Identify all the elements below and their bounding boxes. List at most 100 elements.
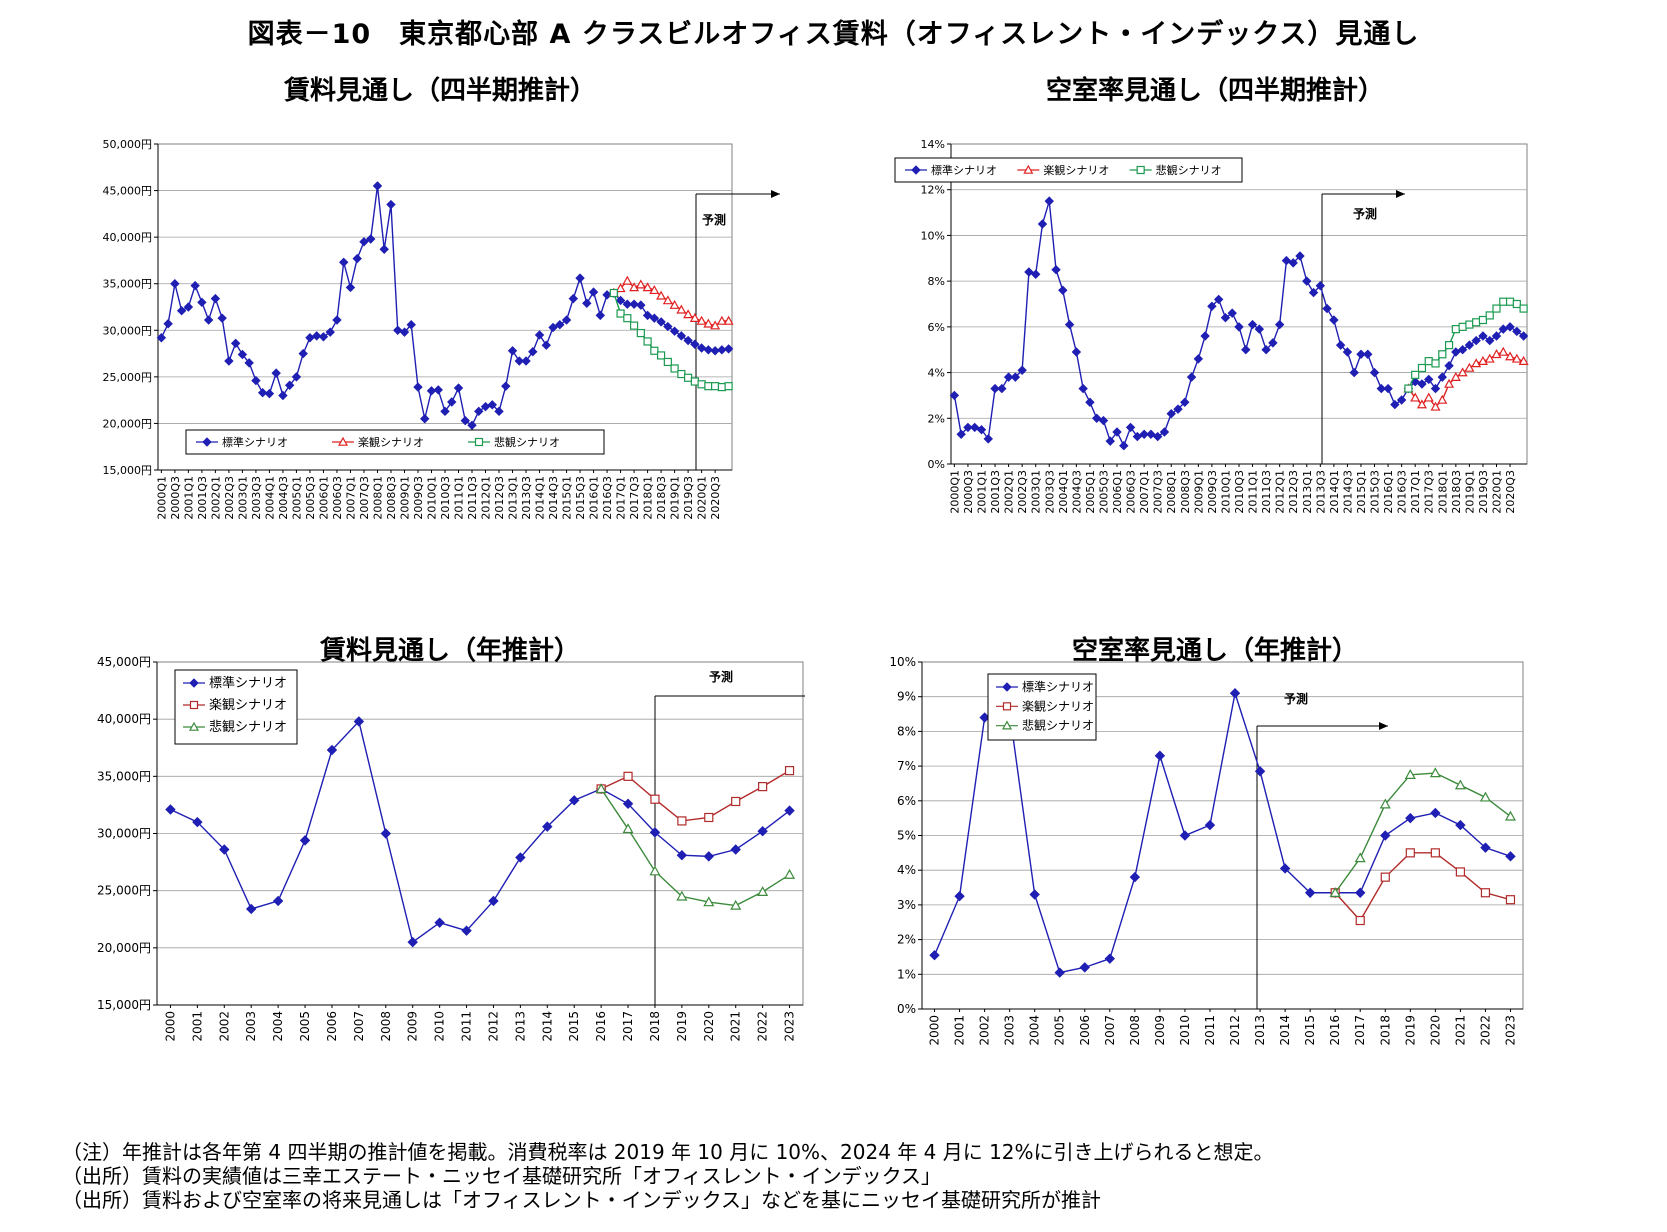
y-tick-label: 15,000円	[97, 998, 151, 1012]
data-point	[956, 429, 966, 439]
data-point	[1241, 345, 1251, 355]
data-point	[352, 253, 362, 264]
chart-vacancy-yearly: 空室率見通し（年推計） 0% 1% 2% 3% 4% 5% 6% 7% 8% 9% 10% 2000 2…	[889, 628, 1540, 1133]
data-point	[683, 309, 694, 319]
data-point	[1268, 338, 1278, 348]
x-tick-label: 2017Q1	[615, 476, 628, 520]
data-point	[784, 766, 795, 776]
x-tick-label: 2006Q1	[1111, 470, 1124, 514]
data-point	[1472, 318, 1481, 327]
data-point	[663, 357, 672, 367]
data-point	[542, 821, 553, 832]
chart-title: 空室率見通し（年推計）	[1071, 636, 1358, 666]
y-tick-label: 0%	[928, 458, 945, 471]
data-point	[649, 865, 661, 876]
data-point	[1146, 429, 1156, 439]
data-point	[650, 794, 660, 804]
data-point	[170, 279, 180, 289]
chart-title: 空室率見通し（四半期推計）	[1045, 76, 1384, 106]
data-point	[1430, 401, 1441, 411]
x-tick-label: 2020	[702, 1011, 716, 1042]
x-tick-label: 2011	[1203, 1015, 1217, 1046]
x-tick-label: 2015Q3	[574, 476, 587, 520]
data-point	[453, 383, 464, 393]
x-tick-label: 2007Q1	[344, 476, 357, 520]
data-point	[494, 406, 504, 417]
data-point	[210, 293, 221, 304]
data-point	[1396, 395, 1407, 405]
data-point	[615, 283, 626, 293]
data-point	[202, 437, 212, 447]
legend-label: 標準シナリオ	[1022, 679, 1094, 694]
data-point	[1519, 304, 1528, 313]
data-point	[1054, 967, 1065, 978]
data-point	[1329, 315, 1339, 325]
footnotes: （注）年推計は各年第 4 四半期の推計値を掲載。消費税率は 2019 年 10 …	[62, 1140, 1274, 1212]
x-tick-label: 2023	[783, 1011, 797, 1042]
data-point	[575, 273, 585, 283]
footnote: （注）年推計は各年第 4 四半期の推計値を掲載。消費税率は 2019 年 10 …	[62, 1140, 1274, 1164]
data-point	[1485, 335, 1495, 346]
data-point	[1024, 267, 1034, 277]
data-point	[372, 181, 383, 191]
data-point	[723, 344, 734, 354]
data-point	[1485, 311, 1494, 320]
x-tick-label: 2017	[621, 1011, 635, 1042]
x-tick-label: 2001Q1	[975, 470, 988, 514]
data-point	[949, 390, 960, 401]
data-point	[636, 328, 645, 338]
data-point	[650, 346, 659, 355]
series-line	[1334, 772, 1511, 894]
data-point	[616, 309, 625, 318]
legend: 標準シナリオ 楽観シナリオ 悲観シナリオ	[894, 157, 1243, 183]
data-point	[1444, 361, 1454, 371]
y-tick-label: 45,000円	[103, 185, 153, 198]
series-0	[156, 181, 734, 430]
x-tick-label: 2008	[379, 1011, 393, 1042]
x-tick-label: 2021	[729, 1011, 743, 1042]
x-tick-label: 2001Q3	[196, 476, 209, 520]
data-point	[366, 234, 376, 244]
y-tick-label: 9%	[897, 690, 916, 704]
data-point	[1464, 340, 1475, 350]
data-point	[697, 380, 706, 389]
data-point	[197, 297, 207, 308]
data-point	[1315, 281, 1326, 291]
data-point	[1464, 362, 1475, 372]
data-point	[1079, 962, 1090, 973]
x-tick-label: 2010	[433, 1011, 447, 1042]
chart-rent-quarterly-svg: 15,000円 20,000円 25,000円 30,000円 35,000円 40,00…	[103, 138, 780, 520]
x-tick-label: 2019	[1403, 1015, 1417, 1046]
data-point	[1518, 355, 1529, 365]
data-point	[1010, 372, 1021, 382]
data-point	[380, 828, 391, 839]
data-point	[188, 721, 200, 731]
data-point	[1499, 297, 1508, 306]
x-tick-label: 2012Q1	[1274, 470, 1287, 514]
data-point	[230, 338, 241, 349]
forecast-arrowhead	[1396, 190, 1405, 198]
forecast-label: 予測	[1353, 206, 1377, 221]
x-tick-label: 2018	[1378, 1015, 1392, 1046]
data-point	[501, 381, 511, 391]
x-tick-label: 2006Q1	[317, 476, 330, 520]
data-point	[1457, 345, 1468, 355]
data-point	[1154, 750, 1166, 761]
forecast-label: 予測	[709, 669, 733, 684]
data-point	[1504, 810, 1516, 821]
data-point	[1444, 378, 1455, 388]
y-tick-label: 2%	[928, 412, 945, 425]
y-tick-label: 6%	[897, 794, 916, 808]
data-point	[677, 816, 687, 826]
data-point	[656, 351, 666, 360]
x-tick-label: 2017Q1	[1409, 470, 1422, 514]
data-point	[1288, 258, 1298, 268]
data-point	[609, 288, 618, 298]
y-tick-label: 30,000円	[103, 324, 153, 337]
data-point	[1166, 409, 1176, 419]
x-tick-label: 2000Q3	[962, 470, 975, 514]
x-tick-label: 2005Q3	[304, 476, 317, 520]
x-tick-label: 2011Q3	[466, 476, 479, 520]
x-tick-label: 2003	[244, 1011, 258, 1042]
data-point	[1132, 431, 1143, 442]
